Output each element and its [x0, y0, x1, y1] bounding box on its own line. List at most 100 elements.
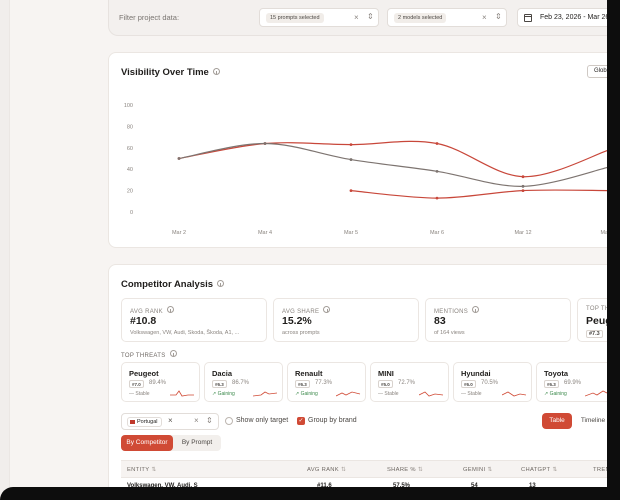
data-point[interactable]: [435, 169, 439, 173]
column-gemini[interactable]: GEMINI ⇅: [463, 467, 493, 473]
chevron-updown-icon[interactable]: ⇕: [206, 416, 213, 425]
threat-share: 86.7%: [232, 380, 250, 386]
threat-rank-badge: #6.3: [212, 380, 227, 388]
view-timeline-button[interactable]: Timeline: [580, 417, 606, 424]
clear-prompts-icon[interactable]: ×: [354, 13, 359, 22]
column-trend[interactable]: TREN: [593, 467, 610, 473]
y-tick-label: 0: [130, 210, 133, 216]
threat-name: MINI: [378, 369, 394, 378]
threat-name: Peugeot: [129, 369, 159, 378]
data-point[interactable]: [435, 196, 439, 200]
device-bezel-right: [607, 0, 620, 500]
series-line-3[interactable]: [350, 189, 610, 199]
threat-card[interactable]: Renault #6.3 77.3% ↗ Gaining: [287, 362, 366, 402]
country-select[interactable]: Portugal × × ⇕: [121, 413, 219, 430]
stat-value: 83: [434, 315, 446, 327]
threat-card[interactable]: Toyota #6.3 69.9% ↗ Gaining: [536, 362, 615, 402]
y-tick-label: 20: [127, 189, 133, 195]
column-chatgpt[interactable]: CHATGPT ⇅: [521, 467, 558, 473]
table-row[interactable]: Volkswagen, VW, Audi, S #11.6 57.5% 54 1…: [121, 478, 620, 494]
data-point[interactable]: [349, 189, 353, 193]
group-by-brand-label: Group by brand: [308, 417, 357, 424]
data-point[interactable]: [521, 175, 525, 179]
date-range-picker[interactable]: Feb 23, 2026 - Mar 26: [517, 8, 620, 27]
column-entity[interactable]: ENTITY ⇅: [127, 467, 157, 473]
sparkline-icon: [419, 391, 444, 397]
y-tick-label: 100: [124, 103, 133, 109]
sparkline-icon: [585, 390, 610, 397]
date-range-text: Feb 23, 2026 - Mar 26: [540, 14, 610, 21]
info-icon[interactable]: [169, 350, 177, 357]
threat-card[interactable]: Dacia #6.3 86.7% ↗ Gaining: [204, 362, 283, 402]
device-bezel-bottom: [0, 487, 620, 500]
threat-card[interactable]: Hyundai #6.0 70.5% — Stable: [453, 362, 532, 402]
scope-button[interactable]: Glob: [587, 65, 620, 78]
competitor-card: Competitor Analysis AVG RANK #10.8 Volks…: [108, 264, 620, 500]
threat-rank-badge: #5.0: [378, 380, 393, 388]
series-line-2[interactable]: [178, 142, 610, 187]
group-by-brand-checkbox[interactable]: ✓: [297, 417, 305, 425]
models-chip: 2 models selected: [394, 13, 447, 23]
threat-trend: ↗ Gaining: [295, 391, 318, 397]
threat-name: Toyota: [544, 369, 569, 378]
row-gemini: 54: [471, 483, 478, 489]
data-point[interactable]: [521, 189, 525, 193]
threat-card[interactable]: MINI #5.0 72.7% — Stable: [370, 362, 449, 402]
data-point[interactable]: [521, 184, 525, 188]
chevron-updown-icon[interactable]: ⇕: [367, 12, 374, 21]
data-point[interactable]: [435, 142, 439, 145]
column-share[interactable]: SHARE % ⇅: [387, 467, 424, 473]
remove-country-icon[interactable]: ×: [168, 416, 173, 425]
threat-card[interactable]: Peugeot #7.0 89.4% — Stable: [121, 362, 200, 402]
threat-rank-badge: #7.0: [129, 380, 144, 388]
info-icon[interactable]: [212, 68, 220, 75]
chevron-updown-icon[interactable]: ⇕: [495, 12, 502, 21]
threat-share: 72.7%: [398, 380, 416, 386]
threat-trend: — Stable: [378, 391, 399, 397]
stat-value: 15.2%: [282, 315, 312, 327]
info-icon[interactable]: [217, 280, 225, 287]
x-tick-label: Mar 5: [344, 230, 358, 236]
sparkline-icon: [170, 390, 194, 397]
threat-rank-badge: #6.0: [461, 380, 476, 388]
threat-name: Hyundai: [461, 369, 491, 378]
filter-label: Filter project data:: [119, 13, 180, 22]
stat-label: TOP TH: [586, 306, 610, 312]
data-point[interactable]: [177, 157, 181, 160]
y-tick-label: 80: [127, 124, 133, 130]
info-icon[interactable]: [166, 306, 174, 313]
x-tick-label: Mar 4: [258, 230, 272, 236]
data-point[interactable]: [349, 158, 353, 161]
stat-avg-rank: AVG RANK #10.8 Volkswagen, VW, Audi, Sko…: [121, 298, 267, 342]
data-point[interactable]: [263, 142, 267, 145]
info-icon[interactable]: [472, 306, 480, 313]
visibility-card: Visibility Over Time Glob 0 20 40 60 80 100 M…: [108, 52, 620, 248]
y-tick-label: 40: [127, 167, 133, 173]
by-competitor-tab[interactable]: By Competitor: [121, 435, 173, 451]
controls-row: Portugal × × ⇕ Show only target ✓ Group …: [121, 413, 620, 433]
grouping-segmented: By Competitor By Prompt: [121, 435, 221, 451]
threat-trend: — Stable: [461, 391, 482, 397]
prompts-select[interactable]: 15 prompts selected × ⇕: [259, 8, 379, 27]
column-avg-rank[interactable]: AVG RANK ⇅: [307, 467, 347, 473]
show-only-target-label: Show only target: [236, 417, 289, 424]
models-select[interactable]: 2 models selected × ⇕: [387, 8, 507, 27]
y-tick-label: 60: [127, 146, 133, 152]
stat-sub: of 164 views: [434, 330, 465, 336]
filter-bar: Filter project data: 15 prompts selected…: [108, 0, 620, 36]
threat-share: 69.9%: [564, 380, 582, 386]
threat-trend: — Stable: [129, 391, 150, 397]
series-line-1[interactable]: [178, 140, 610, 178]
row-chatgpt: 13: [529, 483, 536, 489]
sparkline-icon: [336, 391, 361, 397]
clear-models-icon[interactable]: ×: [482, 13, 487, 22]
threat-trend: ↗ Gaining: [544, 391, 567, 397]
stat-sub: Volkswagen, VW, Audi, Skoda, Škoda, A1, …: [130, 330, 240, 336]
info-icon[interactable]: [323, 306, 331, 313]
clear-icon[interactable]: ×: [194, 416, 199, 425]
data-point[interactable]: [349, 143, 353, 146]
show-only-target-toggle[interactable]: [225, 417, 233, 425]
by-prompt-tab[interactable]: By Prompt: [181, 439, 213, 446]
view-table-button[interactable]: Table: [542, 413, 572, 429]
